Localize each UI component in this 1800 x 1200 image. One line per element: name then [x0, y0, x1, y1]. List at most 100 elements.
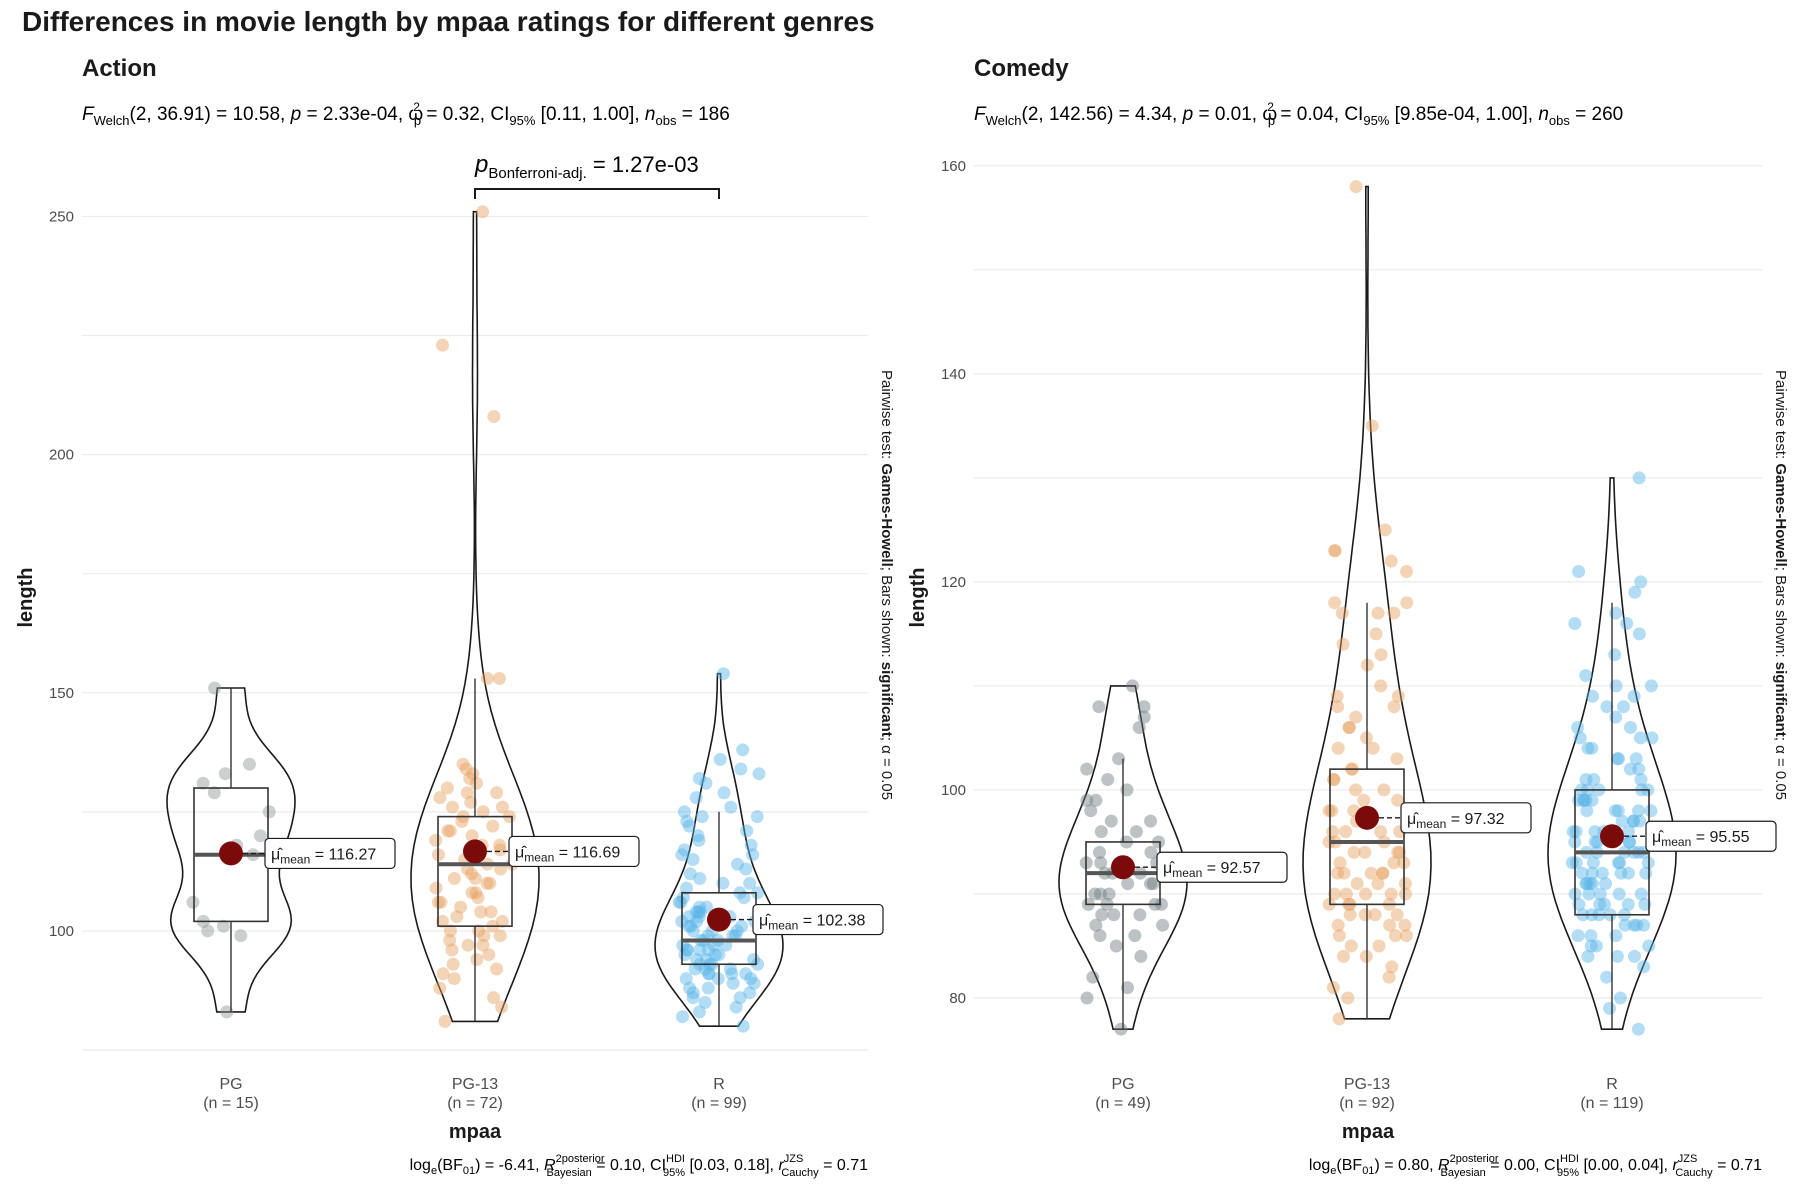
data-point: [752, 767, 766, 781]
data-point: [1332, 1012, 1346, 1026]
data-point: [1371, 606, 1385, 620]
data-point: [1577, 793, 1591, 807]
data-point: [1331, 700, 1345, 714]
data-point: [690, 914, 704, 928]
data-point: [495, 914, 509, 928]
data-point: [1093, 845, 1106, 859]
data-point: [186, 895, 200, 909]
data-point: [693, 1005, 706, 1019]
data-point: [1629, 752, 1643, 766]
x-tick-count: (n = 99): [691, 1095, 747, 1112]
data-point: [1336, 637, 1350, 651]
data-point: [459, 762, 473, 776]
data-point: [736, 743, 750, 757]
data-point: [1586, 689, 1600, 703]
data-point: [1399, 887, 1412, 901]
data-point: [700, 900, 714, 914]
data-point: [1121, 877, 1135, 891]
data-point: [446, 800, 459, 814]
data-point: [680, 881, 693, 895]
data-point: [476, 205, 490, 219]
mean-point: [1600, 824, 1624, 849]
data-point: [1349, 180, 1363, 194]
data-point: [1593, 887, 1607, 901]
data-point: [692, 910, 706, 924]
data-point: [1573, 731, 1587, 745]
data-point: [1332, 929, 1346, 943]
data-point: [1376, 866, 1390, 880]
data-point: [1642, 939, 1656, 953]
y-tick-label: 250: [49, 208, 74, 225]
data-point: [1630, 918, 1644, 932]
x-axis-title: mpaa: [449, 1121, 502, 1143]
data-point: [1154, 897, 1168, 911]
data-point: [1089, 793, 1103, 807]
data-point: [1632, 804, 1645, 818]
data-point: [1156, 918, 1170, 932]
data-point: [1094, 856, 1108, 870]
data-point: [1615, 814, 1629, 828]
data-point: [1393, 845, 1406, 859]
data-point: [495, 800, 509, 814]
mean-label: μ̂mean = 97.32: [1407, 811, 1505, 831]
data-point: [1609, 679, 1623, 693]
data-point: [465, 829, 479, 843]
data-point: [676, 1010, 689, 1024]
data-point: [1137, 710, 1151, 724]
y-tick-label: 140: [941, 366, 966, 383]
data-point: [1580, 877, 1594, 891]
data-point: [482, 948, 496, 962]
data-point: [433, 981, 447, 995]
data-point: [695, 810, 709, 824]
data-point: [701, 943, 715, 957]
data-point: [1633, 731, 1647, 745]
data-point: [1137, 700, 1151, 714]
data-point: [1144, 845, 1158, 859]
data-point: [744, 972, 758, 986]
data-point: [1387, 700, 1401, 714]
data-point: [1623, 762, 1637, 776]
data-point: [743, 876, 757, 890]
x-tick-label: PG-13: [452, 1076, 498, 1093]
data-point: [675, 848, 689, 862]
data-point: [1584, 939, 1598, 953]
data-point: [746, 848, 760, 862]
data-point: [1621, 866, 1635, 880]
data-point: [1644, 804, 1658, 818]
mean-point: [1355, 805, 1379, 830]
data-point: [750, 810, 764, 824]
data-point: [1121, 981, 1134, 995]
data-point: [1388, 929, 1402, 943]
data-point: [1358, 908, 1372, 922]
data-point: [1328, 596, 1342, 610]
data-point: [1613, 991, 1627, 1005]
data-point: [1364, 866, 1378, 880]
y-tick-label: 150: [49, 685, 74, 702]
data-point: [730, 924, 744, 938]
data-point: [262, 805, 276, 819]
data-point: [684, 919, 698, 933]
data-point: [470, 776, 483, 790]
data-point: [674, 895, 688, 909]
data-point: [1369, 627, 1383, 641]
data-point: [682, 819, 696, 833]
panel-comedy: 80 100 120 140 160 Comedy FWelch(2, 142.56) = …: [907, 55, 1789, 1179]
data-point: [1569, 856, 1583, 870]
data-point: [216, 919, 230, 933]
data-point: [1593, 897, 1607, 911]
data-point: [1609, 710, 1623, 724]
data-point: [1372, 939, 1386, 953]
data-point: [689, 791, 703, 805]
data-point: [680, 943, 694, 957]
data-point: [220, 1005, 234, 1019]
data-point: [1627, 918, 1641, 932]
data-point: [474, 905, 488, 919]
violin-outline: [1058, 685, 1188, 1030]
data-point: [734, 762, 748, 776]
data-point: [1633, 814, 1646, 828]
data-point: [1374, 679, 1388, 693]
x-tick-count: (n = 119): [1580, 1095, 1643, 1112]
data-point: [747, 976, 761, 990]
data-point: [725, 967, 739, 981]
data-point: [1575, 866, 1589, 880]
